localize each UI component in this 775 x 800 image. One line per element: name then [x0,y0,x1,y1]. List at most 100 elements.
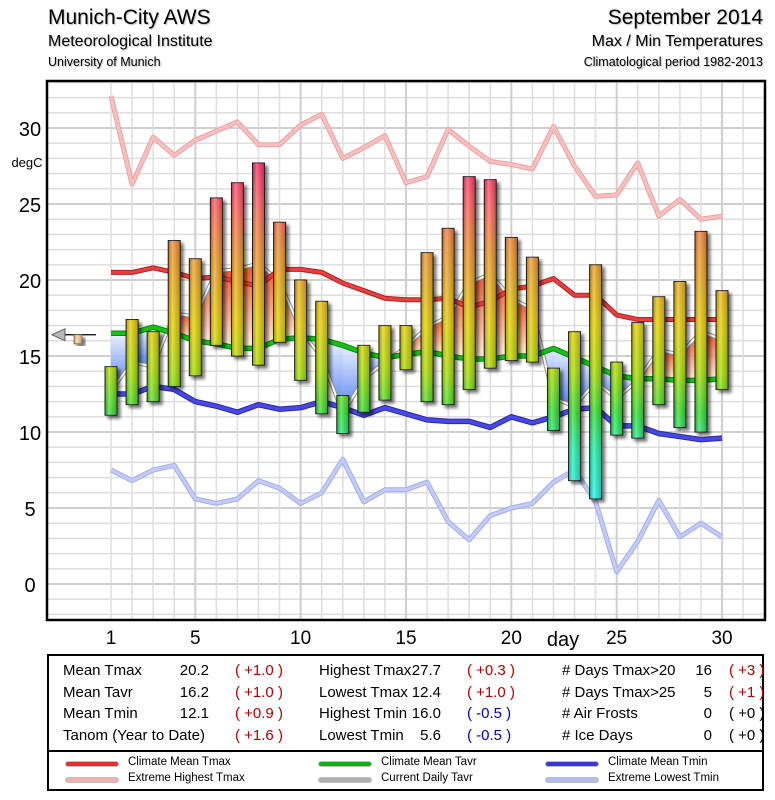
extreme-lowest-tmin-line [110,457,723,574]
day-bar-shade [189,258,202,376]
x-tick-label: 15 [395,628,416,649]
stat-anomaly: ( +1.0 ) [235,683,283,701]
legend-label: Climate Mean Tmin [608,756,708,768]
stat-value: 27.7 [411,662,441,679]
day-bar-shade [589,264,602,499]
day-bar-shade [442,228,455,405]
stat-value: 12.4 [411,683,441,701]
stat-anomaly: ( +0.9 ) [235,705,283,722]
legend-swatch [319,762,371,766]
day-bar [125,319,139,406]
y-tick-label: 20 [19,271,41,293]
day-bar [610,361,624,436]
day-bar [378,325,392,401]
legend-swatch [66,778,118,782]
day-bar-shade [526,257,539,363]
statistics-panel: Mean Tmax 20.2 ( +1.0 ) Mean Tavr 16.2 ( +1.0… [47,654,764,752]
x-axis-label: day [547,629,579,651]
day-bar [631,322,645,439]
stat-value: 0 [703,705,712,722]
stat-anomaly: ( +1.0 ) [235,662,283,679]
day-bar [483,179,497,369]
day-bar-shade [126,319,139,405]
station-title: Munich-City AWS [48,6,211,29]
stat-value: 16 [695,662,712,679]
stat-label: # Air Frosts [562,705,638,722]
stat-value: 16.0 [411,705,441,722]
stat-label: Lowest Tmax [319,683,408,701]
x-tick-label: 10 [290,628,311,649]
day-bar [399,325,413,371]
y-axis-ticks: 0 5 10 15 20 25 30 [19,119,41,597]
extreme-highest-tmax-line [109,95,723,221]
stat-anomaly: ( +0 ) [729,705,765,722]
stat-anomaly: ( -0.5 ) [467,726,512,744]
day-bar [188,258,202,377]
day-bar-shade [673,281,686,428]
stat-value: 5.6 [420,726,441,744]
stat-anomaly: ( +3 ) [729,662,765,679]
day-bar [336,395,350,435]
day-bar [568,331,582,482]
legend-label: Extreme Highest Tmax [128,772,245,784]
legend-swatch [546,778,598,782]
day-bar [546,367,560,431]
y-tick-label: 0 [24,575,35,597]
stat-label: Lowest Tmin [319,726,404,744]
day-bar [715,290,729,390]
y-tick-label: 5 [24,499,35,521]
day-bar-shade [210,197,223,346]
day-bar [104,366,118,416]
stat-value: 12.1 [179,705,209,722]
stat-value: 0 [703,726,712,744]
x-tick-label: 25 [606,628,627,649]
legend-label: Current Daily Tavr [381,772,473,784]
day-bar [589,264,603,500]
anomaly-arrow-icon [50,327,66,342]
day-bar-shade [252,162,265,366]
climate-period: Climatological period 1982-2013 [583,55,763,69]
year-anomaly-marker [50,327,96,345]
day-bar [694,230,708,433]
stat-label: Mean Tavr [63,683,133,701]
stat-anomaly: ( +1 ) [729,683,765,701]
day-bar-shade [652,296,665,405]
day-bar [357,344,371,413]
day-bar [652,296,666,406]
stat-label: Highest Tmin [319,705,408,722]
day-bar [315,300,329,415]
chart-subtitle: Max / Min Temperatures [591,33,763,50]
day-bar [504,236,518,362]
x-axis-ticks: 1 5 10 15 20 25 30 [106,628,733,649]
y-axis-label: degC [11,155,42,170]
day-bar [167,239,181,387]
day-bar [525,256,539,363]
day-bar-shade [378,325,391,401]
day-bar-shade [631,322,644,439]
day-bar-shade [547,368,560,431]
y-tick-label: 25 [19,195,41,217]
year-anomaly-bar [73,334,83,345]
y-tick-label: 15 [19,347,41,369]
day-bar [251,162,265,366]
x-tick-label: 30 [711,628,732,649]
plot-frame [45,79,767,622]
stat-anomaly: ( +0.3 ) [467,662,515,679]
stat-label: Mean Tmax [63,662,142,679]
day-bar-shade [273,222,286,343]
extreme-lowest-tmin-line-outline [109,456,724,575]
day-bar-shade [357,345,370,413]
stat-anomaly: ( -0.5 ) [467,705,512,722]
day-bar-shade [336,395,349,434]
day-bar-shade [315,301,328,414]
day-bar [462,176,476,390]
day-bar-shade [694,231,707,432]
day-bar-shade [716,290,729,390]
daily-range-bars [104,162,729,500]
day-bar-shade [484,179,497,369]
day-bar [273,221,287,343]
day-bar [230,182,244,357]
day-bar-shade [168,240,181,387]
university-title: University of Munich [48,55,161,69]
